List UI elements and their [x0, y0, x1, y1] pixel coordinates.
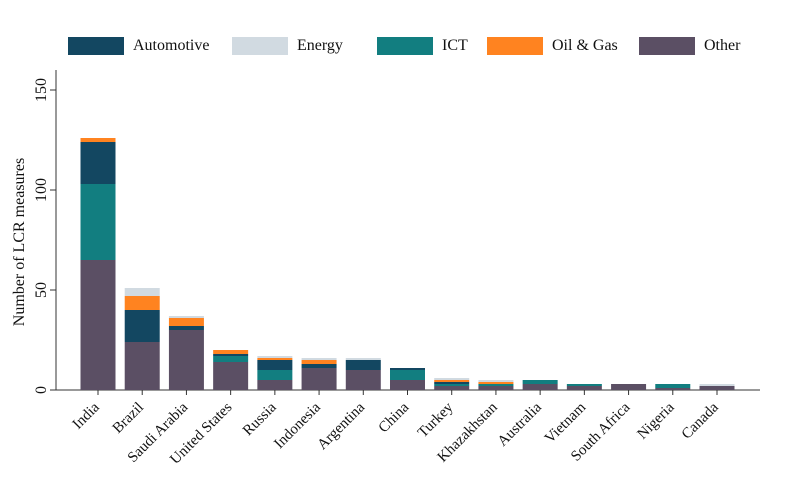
bar-segment-other [345, 370, 381, 390]
legend-label-oil-gas: Oil & Gas [552, 37, 618, 54]
bar-segment-ict [566, 384, 602, 386]
x-tick-label: Canada [679, 399, 722, 442]
bar-segment-ict [80, 184, 116, 260]
bar-segment-automotive [390, 368, 425, 370]
bar-segment-oil-gas [434, 380, 470, 382]
bar-stack [390, 368, 425, 390]
bar-segment-energy [124, 288, 160, 296]
bar-segment-other [124, 342, 160, 390]
bar-stack [124, 288, 160, 390]
bar-stack [213, 350, 249, 390]
bar-stack [345, 358, 381, 390]
bar-segment-energy [168, 316, 204, 318]
legend-item-ict: ICT [377, 36, 468, 56]
legend-item-automotive: Automotive [68, 36, 209, 56]
bar-segment-other [566, 386, 602, 390]
bar-segment-automotive [345, 360, 381, 370]
bar-segment-energy [478, 380, 514, 382]
bar-segment-ict [434, 384, 470, 386]
bar-segment-other [611, 384, 647, 390]
bar-segment-oil-gas [80, 138, 116, 142]
bar-stack [301, 358, 337, 390]
bar-stack [522, 380, 558, 390]
legend-item-other: Other [639, 36, 740, 56]
bar-segment-energy [699, 384, 735, 386]
bar-segment-other [168, 330, 204, 390]
bar-stack [699, 384, 735, 390]
y-axis: 0 50 100 150 [33, 70, 57, 394]
bar-segment-oil-gas [301, 360, 337, 364]
bar-segment-energy [257, 356, 293, 358]
bar-stack [257, 356, 293, 390]
bar-segment-other [699, 386, 735, 390]
bar-stack [566, 384, 602, 390]
bar-stack [168, 316, 204, 390]
bar-stack [80, 138, 116, 390]
bar-segment-ict [257, 370, 293, 380]
legend-label-automotive: Automotive [133, 37, 210, 54]
bar-segment-automotive [213, 354, 249, 356]
y-tick-label: 100 [33, 178, 50, 202]
x-tick-label: Argentina [315, 399, 369, 453]
bar-segment-other [434, 386, 470, 390]
bar-segment-energy [345, 358, 381, 360]
bar-stacks [80, 138, 735, 390]
x-tick-label: Turkey [415, 399, 457, 441]
y-axis-label: Number of LCR measures [11, 158, 28, 326]
bar-segment-ict [213, 356, 249, 362]
bar-segment-automotive [124, 310, 160, 342]
legend-swatch-energy [232, 37, 288, 55]
bar-segment-automotive [434, 382, 470, 384]
bar-segment-other [390, 380, 425, 390]
legend-item-oil-gas: Oil & Gas [487, 36, 618, 56]
bar-segment-automotive [168, 326, 204, 330]
bar-segment-ict [390, 370, 425, 380]
bar-segment-automotive [257, 360, 293, 370]
x-tick-label: Brazil [110, 400, 147, 437]
bar-segment-oil-gas [168, 318, 204, 326]
bar-segment-automotive [301, 364, 337, 368]
bar-segment-energy [301, 358, 337, 360]
bar-segment-automotive [80, 142, 116, 184]
legend-swatch-ict [377, 37, 433, 55]
x-tick-label: Australia [495, 399, 545, 449]
legend-label-other: Other [704, 37, 741, 54]
legend-item-energy: Energy [232, 36, 343, 56]
bar-segment-other [655, 388, 691, 390]
legend-label-ict: ICT [442, 37, 468, 54]
y-tick-label: 0 [33, 386, 50, 394]
bar-stack [611, 384, 647, 390]
y-tick-label: 150 [33, 78, 50, 102]
legend-swatch-other [639, 37, 695, 55]
x-tick-label: China [376, 399, 413, 436]
bar-stack [478, 380, 514, 390]
bar-segment-ict [522, 380, 558, 384]
bar-segment-other [213, 362, 249, 390]
bar-segment-oil-gas [213, 350, 249, 354]
legend-swatch-oil-gas [487, 37, 543, 55]
y-tick-label: 50 [33, 282, 50, 298]
bar-segment-oil-gas [478, 382, 514, 384]
bar-stack [655, 384, 691, 390]
x-tick-label: India [70, 399, 103, 432]
bar-segment-ict [478, 384, 514, 386]
bar-segment-oil-gas [124, 296, 160, 310]
bar-segment-other [80, 260, 116, 390]
bar-segment-other [301, 368, 337, 390]
bar-segment-other [522, 384, 558, 390]
bar-segment-ict [655, 384, 691, 388]
bar-segment-energy [434, 378, 470, 380]
bar-stack [434, 378, 470, 390]
legend-swatch-automotive [68, 37, 124, 55]
legend-label-energy: Energy [297, 37, 343, 54]
x-tick-label: Nigeria [634, 399, 677, 442]
bar-segment-other [257, 380, 293, 390]
bar-segment-oil-gas [257, 358, 293, 360]
bar-segment-other [478, 386, 514, 390]
x-tick-label: Russia [240, 399, 280, 439]
